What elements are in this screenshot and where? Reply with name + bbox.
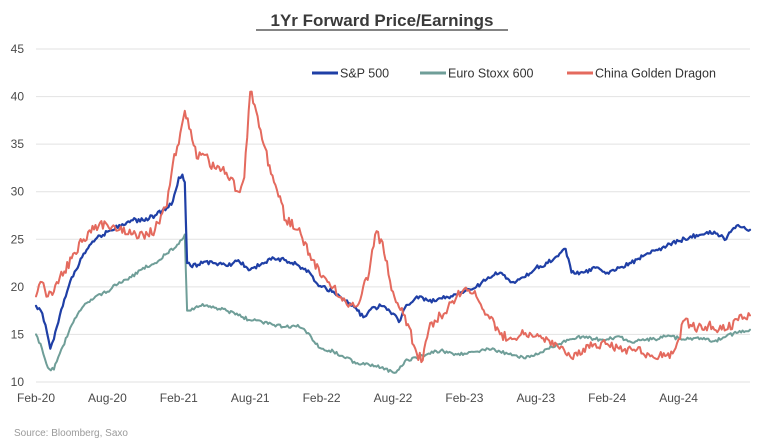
x-tick-label: Feb-22 [303, 391, 341, 405]
chart-legend: S&P 500 Euro Stoxx 600 China Golden Dragon [312, 67, 716, 81]
y-tick-label: 45 [11, 42, 25, 56]
x-tick-label: Aug-23 [516, 391, 555, 405]
x-tick-label: Feb-24 [588, 391, 626, 405]
x-axis-ticks: Feb-20 Aug-20 Feb-21 Aug-21 Feb-22 Aug-22 Feb-… [17, 391, 698, 405]
x-tick-label: Feb-20 [17, 391, 55, 405]
x-tick-label: Aug-22 [374, 391, 413, 405]
y-tick-label: 10 [11, 375, 25, 389]
x-tick-label: Aug-24 [659, 391, 698, 405]
series-line-s-p-500 [34, 173, 752, 350]
y-tick-label: 25 [11, 232, 25, 246]
legend-label: China Golden Dragon [595, 67, 716, 81]
chart-title: 1Yr Forward Price/Earnings [271, 11, 494, 30]
y-tick-label: 40 [11, 90, 25, 104]
x-tick-label: Feb-21 [160, 391, 198, 405]
x-tick-label: Aug-20 [88, 391, 127, 405]
y-axis-ticks: 10 15 20 25 30 35 40 45 [11, 42, 25, 389]
x-tick-label: Feb-23 [445, 391, 483, 405]
y-tick-label: 30 [11, 185, 25, 199]
y-tick-label: 35 [11, 137, 25, 151]
series-layer [34, 90, 752, 374]
series-line-china-golden-dragon [35, 90, 751, 364]
grid-layer [36, 48, 750, 383]
y-tick-label: 20 [11, 280, 25, 294]
series-line-euro-stoxx-600 [35, 233, 751, 374]
x-tick-label: Aug-21 [231, 391, 270, 405]
source-note: Source: Bloomberg, Saxo [14, 428, 128, 439]
legend-label: S&P 500 [340, 67, 389, 81]
y-tick-label: 15 [11, 327, 25, 341]
legend-label: Euro Stoxx 600 [448, 67, 534, 81]
